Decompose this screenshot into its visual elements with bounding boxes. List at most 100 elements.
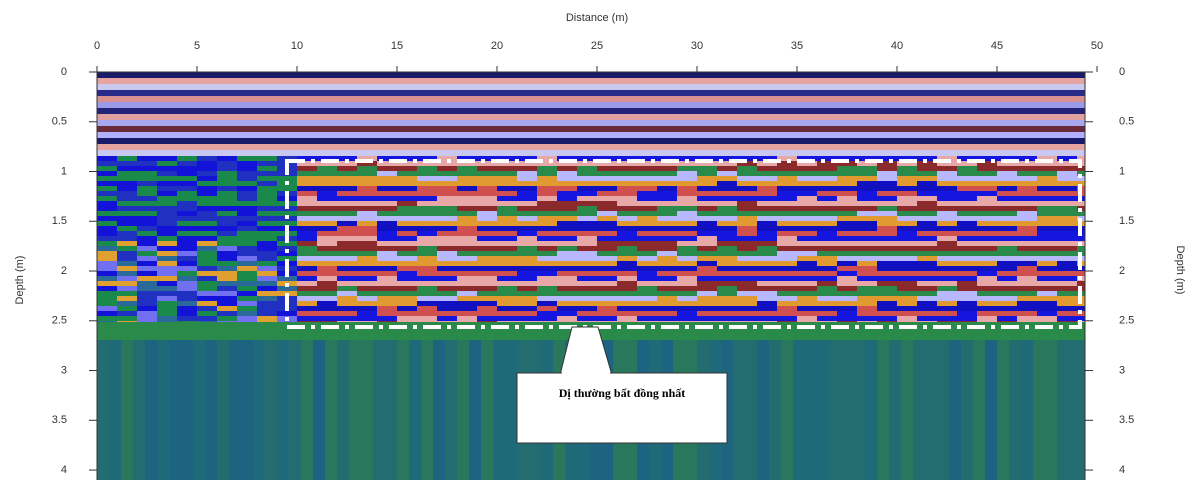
- image-cell: [557, 261, 577, 266]
- image-cell: [597, 176, 617, 181]
- image-cell: [677, 206, 697, 211]
- image-cell: [617, 286, 637, 291]
- image-cell: [597, 266, 617, 271]
- image-cell: [117, 221, 137, 226]
- image-cell: [137, 201, 157, 206]
- image-cell: [997, 316, 1017, 321]
- image-cell: [337, 231, 357, 236]
- image-cell: [217, 186, 237, 191]
- image-cell: [337, 191, 357, 196]
- image-cell: [1057, 306, 1077, 311]
- image-cell: [337, 236, 357, 241]
- image-column: [925, 330, 937, 480]
- image-cell: [457, 186, 477, 191]
- image-cell: [257, 296, 277, 301]
- image-cell: [297, 301, 317, 306]
- image-cell: [717, 296, 737, 301]
- image-cell: [457, 286, 477, 291]
- annotation: Dị thường bất đồng nhất: [559, 386, 686, 400]
- image-column: [757, 330, 769, 480]
- image-cell: [677, 241, 697, 246]
- image-cell: [757, 246, 777, 251]
- image-cell: [497, 236, 517, 241]
- image-cell: [197, 221, 217, 226]
- image-cell: [717, 221, 737, 226]
- image-cell: [317, 241, 337, 246]
- image-cell: [1037, 166, 1057, 171]
- image-cell: [597, 186, 617, 191]
- image-cell: [457, 266, 477, 271]
- image-cell: [517, 266, 537, 271]
- image-cell: [1057, 276, 1077, 281]
- image-cell: [557, 266, 577, 271]
- y-tick-label: 2: [61, 265, 67, 277]
- image-cell: [537, 236, 557, 241]
- image-cell: [717, 271, 737, 276]
- image-cell: [437, 231, 457, 236]
- image-cell: [697, 286, 717, 291]
- image-cell: [477, 231, 497, 236]
- image-cell: [297, 241, 317, 246]
- image-cell: [477, 306, 497, 311]
- image-cell: [777, 226, 797, 231]
- image-cell: [917, 311, 937, 316]
- image-cell: [457, 311, 477, 316]
- image-cell: [697, 191, 717, 196]
- image-cell: [517, 231, 537, 236]
- image-cell: [217, 211, 237, 216]
- image-cell: [637, 291, 657, 296]
- image-cell: [697, 241, 717, 246]
- image-cell: [917, 251, 937, 256]
- image-cell: [497, 216, 517, 221]
- image-cell: [257, 206, 277, 211]
- image-cell: [777, 306, 797, 311]
- image-cell: [197, 206, 217, 211]
- image-cell: [557, 221, 577, 226]
- image-cell: [477, 301, 497, 306]
- image-cell: [417, 296, 437, 301]
- image-cell: [817, 201, 837, 206]
- image-band: [97, 150, 1085, 156]
- image-cell: [337, 171, 357, 176]
- image-column: [301, 330, 313, 480]
- image-cell: [237, 286, 257, 291]
- image-cell: [897, 216, 917, 221]
- image-cell: [817, 216, 837, 221]
- image-cell: [997, 211, 1017, 216]
- image-cell: [997, 271, 1017, 276]
- image-cell: [777, 236, 797, 241]
- image-cell: [317, 286, 337, 291]
- image-cell: [717, 276, 737, 281]
- image-cell: [797, 211, 817, 216]
- image-cell: [557, 181, 577, 186]
- image-cell: [797, 266, 817, 271]
- image-cell: [877, 206, 897, 211]
- image-cell: [377, 201, 397, 206]
- image-cell: [317, 291, 337, 296]
- image-cell: [1037, 176, 1057, 181]
- image-cell: [217, 166, 237, 171]
- image-cell: [757, 216, 777, 221]
- image-cell: [557, 211, 577, 216]
- image-cell: [717, 306, 737, 311]
- image-cell: [377, 251, 397, 256]
- image-cell: [257, 266, 277, 271]
- image-cell: [177, 166, 197, 171]
- image-cell: [317, 191, 337, 196]
- image-cell: [157, 166, 177, 171]
- image-cell: [857, 311, 877, 316]
- image-cell: [117, 156, 137, 161]
- image-column: [1045, 330, 1057, 480]
- image-cell: [257, 316, 277, 321]
- image-cell: [257, 286, 277, 291]
- image-cell: [217, 191, 237, 196]
- image-column: [997, 330, 1009, 480]
- image-cell: [777, 316, 797, 321]
- image-cell: [257, 281, 277, 286]
- image-cell: [1037, 171, 1057, 176]
- image-cell: [877, 296, 897, 301]
- image-cell: [177, 296, 197, 301]
- image-cell: [1017, 206, 1037, 211]
- image-cell: [197, 251, 217, 256]
- image-cell: [717, 186, 737, 191]
